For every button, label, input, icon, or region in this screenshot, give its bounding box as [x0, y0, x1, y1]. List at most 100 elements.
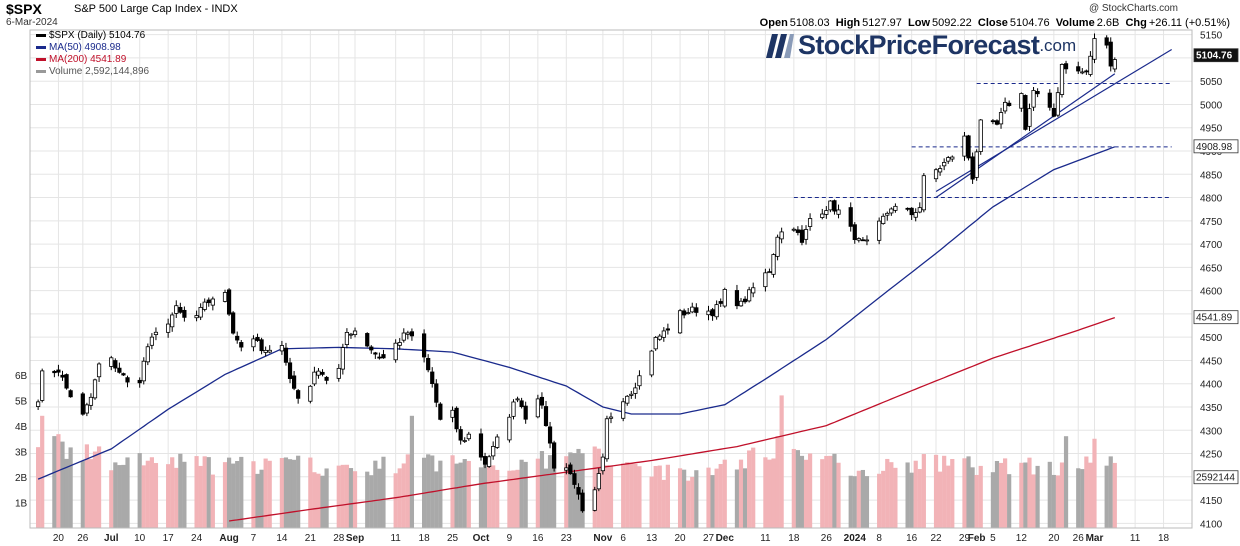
candle-body	[170, 314, 175, 328]
volume-bar	[182, 461, 187, 528]
volume-bar	[466, 460, 471, 528]
volume-bar	[1059, 462, 1065, 528]
candle-body	[824, 210, 829, 215]
y-value-badge	[1193, 310, 1239, 325]
candle-body	[568, 464, 573, 475]
candle-body	[320, 371, 325, 375]
candle-body	[434, 383, 439, 403]
candle-body	[487, 456, 492, 467]
candle-body	[1063, 63, 1069, 70]
candle-body	[519, 400, 524, 408]
legend-item-ma50: MA(50) 4908.98	[36, 42, 149, 54]
candle-body	[994, 120, 1000, 125]
volume-bar	[409, 415, 415, 528]
volume-bar	[519, 459, 524, 528]
candle-body	[1047, 92, 1052, 108]
y-tick-label: 5050	[1200, 77, 1223, 88]
volume-bar	[397, 468, 402, 528]
candle-body	[491, 446, 496, 457]
x-tick-label: 7	[251, 533, 257, 544]
volume-bar	[824, 455, 829, 528]
candle-body	[909, 207, 914, 216]
candle-body	[974, 151, 979, 178]
candle-body	[604, 418, 610, 460]
volume-tick-label: 2B	[15, 473, 28, 484]
candle-body	[401, 332, 406, 341]
volume-bar	[202, 456, 207, 528]
volume-bar	[109, 470, 114, 528]
volume-bar	[799, 455, 805, 528]
volume-bar	[1035, 465, 1040, 528]
volume-bar	[665, 464, 670, 528]
candle-body	[255, 336, 260, 341]
candle-body	[202, 301, 207, 310]
volume-bar	[377, 468, 382, 528]
candle-body	[430, 371, 435, 384]
candle-body	[893, 205, 898, 211]
candle-body	[738, 300, 744, 307]
stockcharts-credit: @ StockCharts.com	[1088, 3, 1178, 14]
legend-item-ma200: MA(200) 4541.89	[36, 54, 149, 66]
volume-bar	[320, 475, 325, 528]
y-tick-label: 5000	[1200, 100, 1223, 111]
volume-tick-label: 4B	[15, 422, 28, 433]
candle-body	[714, 304, 719, 318]
legend-item-volume: Volume 2,592,144,896	[36, 66, 149, 78]
candle-body	[84, 404, 89, 414]
candle-body	[511, 401, 516, 417]
candle-body	[1003, 101, 1008, 112]
candle-body	[543, 406, 549, 427]
candle-body	[405, 332, 410, 335]
candle-body	[365, 333, 370, 347]
candle-body	[966, 135, 971, 159]
candle-body	[848, 207, 853, 227]
candle-body	[251, 338, 256, 348]
candle-body	[40, 370, 45, 401]
volume-bar	[210, 474, 215, 528]
volume-bar	[279, 457, 285, 528]
volume-bar	[998, 462, 1004, 528]
volume-bar	[84, 444, 89, 528]
volume-bar	[852, 476, 857, 528]
volume-bar	[803, 459, 809, 528]
candle-body	[279, 345, 285, 352]
x-tick-label: 13	[646, 533, 658, 544]
x-tick-label: 9	[507, 533, 513, 544]
volume-bar	[970, 467, 975, 528]
chart-legend: $SPX (Daily) 5104.76 MA(50) 4908.98 MA(2…	[36, 30, 149, 78]
volume-bar	[978, 465, 983, 528]
candle-body	[937, 168, 943, 173]
volume-bar	[807, 453, 813, 528]
volume-bar	[226, 457, 232, 528]
volume-bar	[401, 463, 406, 528]
volume-bar	[125, 457, 130, 528]
candle-body	[535, 398, 540, 418]
volume-bar	[495, 469, 500, 528]
x-tick-label: 26	[77, 533, 89, 544]
candle-body	[970, 156, 975, 180]
candle-body	[677, 310, 683, 334]
volume-bar	[832, 453, 837, 528]
candle-body	[580, 492, 585, 512]
ticker-symbol: $SPX	[6, 1, 42, 17]
volume-bar	[775, 436, 780, 528]
volume-bar	[877, 473, 882, 528]
ma50-line	[37, 146, 1116, 480]
candle-body	[864, 239, 870, 242]
volume-bar	[166, 464, 171, 528]
candle-body	[706, 310, 711, 316]
volume-tick-label: 6B	[15, 371, 28, 382]
volume-bar	[296, 455, 301, 528]
candle-body	[422, 333, 427, 358]
volume-bar	[60, 441, 65, 528]
volume-bar	[820, 459, 825, 528]
volume-bar	[649, 476, 654, 528]
candle-body	[820, 213, 825, 218]
y-tick-label: 4650	[1200, 263, 1223, 274]
candle-body	[377, 356, 382, 359]
x-tick-label: 5	[990, 533, 996, 544]
candle-body	[836, 209, 841, 215]
candle-body	[52, 370, 57, 374]
volume-bar	[625, 462, 630, 528]
volume-bar	[178, 453, 183, 528]
